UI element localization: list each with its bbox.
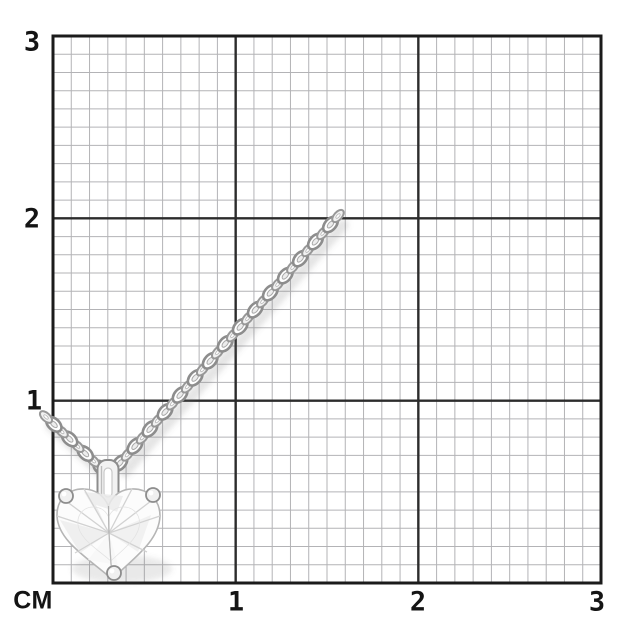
- y-axis-label-1: 1: [25, 385, 43, 417]
- x-axis-label-2: 2: [409, 586, 427, 618]
- y-axis-label-2: 2: [23, 203, 41, 235]
- y-axis-label-3: 3: [23, 26, 41, 58]
- x-axis-label-1: 1: [227, 586, 245, 618]
- unit-label-cm: СМ: [13, 586, 53, 615]
- x-axis-label-3: 3: [588, 586, 606, 618]
